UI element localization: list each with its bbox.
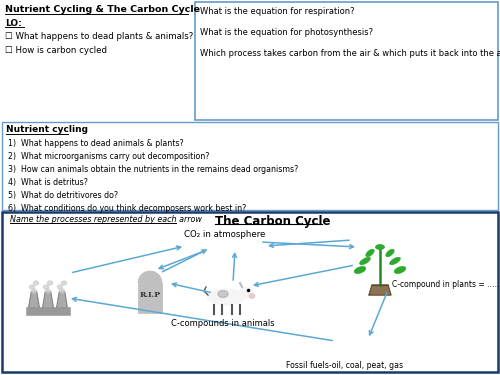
Text: 1)  What happens to dead animals & plants?: 1) What happens to dead animals & plants… bbox=[8, 139, 184, 148]
Text: Fossil fuels-oil, coal, peat, gas: Fossil fuels-oil, coal, peat, gas bbox=[286, 361, 404, 370]
Bar bbox=[2, 122, 498, 210]
Ellipse shape bbox=[58, 285, 62, 289]
Ellipse shape bbox=[390, 257, 400, 265]
Text: What is the equation for respiration?: What is the equation for respiration? bbox=[200, 7, 354, 16]
Text: 2)  What microorganisms carry out decomposition?: 2) What microorganisms carry out decompo… bbox=[8, 152, 209, 161]
Text: CO₂ in atmosphere: CO₂ in atmosphere bbox=[184, 230, 266, 239]
Ellipse shape bbox=[239, 288, 253, 298]
Ellipse shape bbox=[354, 267, 366, 273]
Bar bbox=[138, 283, 162, 313]
Text: ☐ What happens to dead plants & animals?: ☐ What happens to dead plants & animals? bbox=[5, 32, 193, 41]
Ellipse shape bbox=[46, 289, 51, 293]
Text: Name the processes represented by each arrow: Name the processes represented by each a… bbox=[10, 215, 202, 224]
Polygon shape bbox=[369, 285, 391, 295]
Ellipse shape bbox=[60, 289, 64, 293]
Bar bbox=[26, 307, 70, 315]
Ellipse shape bbox=[249, 294, 255, 298]
Text: 6)  What conditions do you think decomposers work best in?: 6) What conditions do you think decompos… bbox=[8, 204, 246, 213]
Text: The Carbon Cycle: The Carbon Cycle bbox=[215, 215, 330, 228]
Text: 5)  What do detritivores do?: 5) What do detritivores do? bbox=[8, 191, 118, 200]
Text: Nutrient cycling: Nutrient cycling bbox=[6, 125, 88, 134]
Ellipse shape bbox=[218, 291, 228, 297]
Text: What is the equation for photosynthesis?: What is the equation for photosynthesis? bbox=[200, 28, 373, 37]
Polygon shape bbox=[56, 292, 68, 308]
Ellipse shape bbox=[48, 281, 52, 285]
Text: R.I.P: R.I.P bbox=[140, 291, 160, 299]
Polygon shape bbox=[28, 292, 40, 308]
Ellipse shape bbox=[394, 267, 406, 273]
Ellipse shape bbox=[30, 285, 35, 289]
Text: Nutrient Cycling & The Carbon Cycle: Nutrient Cycling & The Carbon Cycle bbox=[5, 5, 200, 14]
Ellipse shape bbox=[366, 249, 374, 257]
Ellipse shape bbox=[44, 285, 49, 289]
Text: ☐ How is carbon cycled: ☐ How is carbon cycled bbox=[5, 46, 107, 55]
Text: Which process takes carbon from the air & which puts it back into the air?: Which process takes carbon from the air … bbox=[200, 49, 500, 58]
Text: C-compound in plants = ………………: C-compound in plants = ……………… bbox=[392, 280, 500, 289]
Ellipse shape bbox=[34, 281, 38, 285]
Text: 3)  How can animals obtain the nutrients in the remains dead organisms?: 3) How can animals obtain the nutrients … bbox=[8, 165, 298, 174]
Wedge shape bbox=[138, 271, 162, 283]
Ellipse shape bbox=[62, 281, 66, 285]
Polygon shape bbox=[42, 292, 54, 308]
Ellipse shape bbox=[207, 289, 245, 305]
Ellipse shape bbox=[32, 289, 36, 293]
Bar bbox=[2, 212, 498, 372]
Text: C-compounds in animals: C-compounds in animals bbox=[171, 319, 275, 328]
Text: 4)  What is detritus?: 4) What is detritus? bbox=[8, 178, 88, 187]
Text: LO:: LO: bbox=[5, 19, 22, 28]
Bar bbox=[195, 2, 498, 120]
Ellipse shape bbox=[360, 257, 370, 265]
Ellipse shape bbox=[386, 249, 394, 257]
Ellipse shape bbox=[376, 244, 384, 249]
